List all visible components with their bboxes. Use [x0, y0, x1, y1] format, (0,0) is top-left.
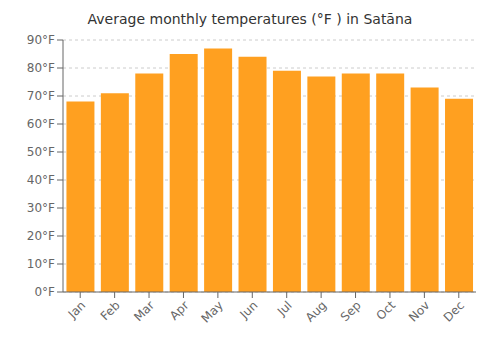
- svg-text:Aug: Aug: [303, 298, 329, 324]
- svg-text:Jun: Jun: [237, 298, 261, 322]
- svg-text:90°F: 90°F: [27, 33, 55, 47]
- svg-text:0°F: 0°F: [34, 285, 55, 299]
- svg-text:Jan: Jan: [65, 298, 89, 322]
- svg-text:Sep: Sep: [338, 298, 364, 324]
- svg-text:40°F: 40°F: [27, 173, 55, 187]
- svg-text:Dec: Dec: [441, 298, 467, 324]
- svg-text:20°F: 20°F: [27, 229, 55, 243]
- svg-text:Apr: Apr: [167, 298, 192, 323]
- svg-text:May: May: [199, 298, 226, 325]
- svg-text:Mar: Mar: [131, 298, 157, 324]
- svg-text:Oct: Oct: [374, 298, 399, 323]
- svg-text:80°F: 80°F: [27, 61, 55, 75]
- svg-text:Nov: Nov: [406, 298, 432, 324]
- svg-text:60°F: 60°F: [27, 117, 55, 131]
- svg-text:50°F: 50°F: [27, 145, 55, 159]
- svg-text:30°F: 30°F: [27, 201, 55, 215]
- svg-text:10°F: 10°F: [27, 257, 55, 271]
- svg-text:Jul: Jul: [274, 298, 295, 319]
- html-text:Average monthly temperatures (: Average monthly temperatures (°F ) in Sa…: [87, 11, 413, 27]
- svg-text:Feb: Feb: [98, 298, 123, 323]
- svg-text:70°F: 70°F: [27, 89, 55, 103]
